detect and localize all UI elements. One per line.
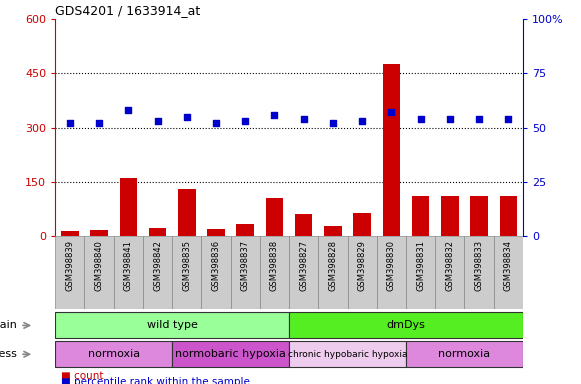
- Bar: [494, 236, 523, 309]
- Bar: [207, 229, 225, 236]
- Point: [357, 118, 367, 124]
- Point: [387, 109, 396, 116]
- Text: ■ percentile rank within the sample: ■ percentile rank within the sample: [61, 377, 250, 384]
- Point: [94, 120, 103, 126]
- Text: ■ count: ■ count: [61, 371, 103, 381]
- Point: [153, 118, 162, 124]
- Bar: [289, 236, 318, 309]
- Text: GSM398827: GSM398827: [299, 240, 308, 291]
- Point: [270, 112, 279, 118]
- Bar: [90, 230, 108, 236]
- Text: GSM398831: GSM398831: [416, 240, 425, 291]
- Point: [124, 107, 133, 113]
- Bar: [406, 341, 523, 367]
- Bar: [376, 236, 406, 309]
- Bar: [289, 313, 523, 338]
- Bar: [84, 236, 114, 309]
- Bar: [114, 236, 143, 309]
- Bar: [61, 231, 78, 236]
- Text: GSM398842: GSM398842: [153, 240, 162, 291]
- Point: [182, 114, 191, 120]
- Bar: [406, 236, 435, 309]
- Text: normoxia: normoxia: [439, 349, 490, 359]
- Text: GSM398840: GSM398840: [95, 240, 103, 291]
- Bar: [435, 236, 464, 309]
- Text: GSM398834: GSM398834: [504, 240, 513, 291]
- Bar: [295, 214, 313, 236]
- Bar: [172, 236, 202, 309]
- Point: [211, 120, 221, 126]
- Bar: [382, 65, 400, 236]
- Text: GSM398836: GSM398836: [211, 240, 220, 291]
- Text: GSM398837: GSM398837: [241, 240, 250, 291]
- Bar: [236, 223, 254, 236]
- Text: GSM398841: GSM398841: [124, 240, 133, 291]
- Text: GSM398829: GSM398829: [358, 240, 367, 291]
- Bar: [55, 313, 289, 338]
- Point: [65, 120, 74, 126]
- Text: normobaric hypoxia: normobaric hypoxia: [175, 349, 286, 359]
- Bar: [260, 236, 289, 309]
- Bar: [470, 196, 488, 236]
- Bar: [289, 341, 406, 367]
- Bar: [143, 236, 172, 309]
- Bar: [55, 341, 172, 367]
- Bar: [149, 228, 166, 236]
- Bar: [441, 196, 458, 236]
- Bar: [464, 236, 494, 309]
- Bar: [266, 198, 283, 236]
- Text: GSM398832: GSM398832: [445, 240, 454, 291]
- Text: GSM398835: GSM398835: [182, 240, 191, 291]
- Text: strain: strain: [0, 320, 18, 331]
- Text: normoxia: normoxia: [88, 349, 139, 359]
- Point: [416, 116, 425, 122]
- Point: [504, 116, 513, 122]
- Text: GSM398839: GSM398839: [65, 240, 74, 291]
- Text: GSM398838: GSM398838: [270, 240, 279, 291]
- Text: GSM398828: GSM398828: [328, 240, 338, 291]
- Bar: [500, 196, 517, 236]
- Bar: [120, 178, 137, 236]
- Text: stress: stress: [0, 349, 18, 359]
- Bar: [202, 236, 231, 309]
- Bar: [231, 236, 260, 309]
- Point: [299, 116, 309, 122]
- Text: wild type: wild type: [146, 320, 198, 331]
- Bar: [178, 189, 195, 236]
- Point: [328, 120, 338, 126]
- Text: GSM398833: GSM398833: [475, 240, 483, 291]
- Bar: [412, 196, 429, 236]
- Bar: [172, 341, 289, 367]
- Point: [241, 118, 250, 124]
- Bar: [347, 236, 376, 309]
- Text: GSM398830: GSM398830: [387, 240, 396, 291]
- Bar: [318, 236, 347, 309]
- Text: dmDys: dmDys: [386, 320, 425, 331]
- Bar: [324, 226, 342, 236]
- Text: chronic hypobaric hypoxia: chronic hypobaric hypoxia: [288, 350, 407, 359]
- Point: [445, 116, 454, 122]
- Bar: [55, 236, 84, 309]
- Bar: [353, 213, 371, 236]
- Text: GDS4201 / 1633914_at: GDS4201 / 1633914_at: [55, 3, 200, 17]
- Point: [475, 116, 484, 122]
